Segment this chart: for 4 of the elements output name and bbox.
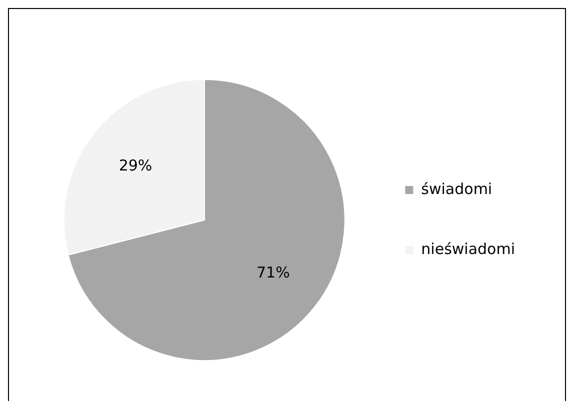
legend-label: świadomi [421,180,492,198]
data-label: 71% [256,263,290,282]
legend-label: nieświadomi [421,240,516,258]
data-label: 29% [118,156,152,174]
